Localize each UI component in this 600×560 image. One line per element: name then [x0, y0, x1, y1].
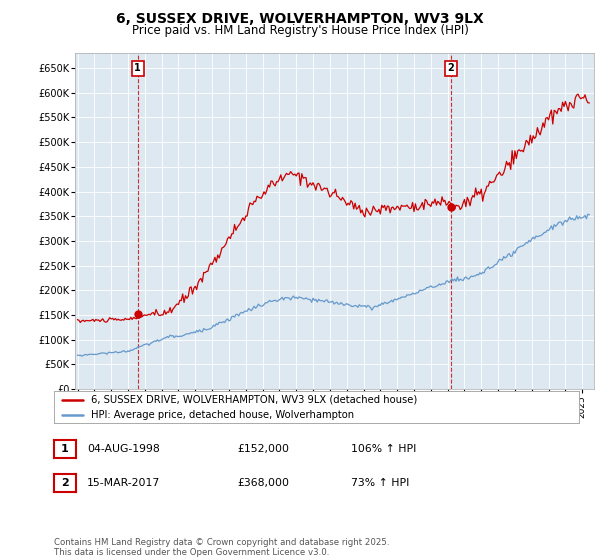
Text: 1: 1 [134, 63, 141, 73]
Text: 2: 2 [448, 63, 454, 73]
Text: Price paid vs. HM Land Registry's House Price Index (HPI): Price paid vs. HM Land Registry's House … [131, 24, 469, 36]
Text: 106% ↑ HPI: 106% ↑ HPI [351, 444, 416, 454]
Text: 6, SUSSEX DRIVE, WOLVERHAMPTON, WV3 9LX (detached house): 6, SUSSEX DRIVE, WOLVERHAMPTON, WV3 9LX … [91, 395, 417, 405]
Text: £368,000: £368,000 [237, 478, 289, 488]
Text: Contains HM Land Registry data © Crown copyright and database right 2025.
This d: Contains HM Land Registry data © Crown c… [54, 538, 389, 557]
Text: 2: 2 [61, 478, 68, 488]
Text: HPI: Average price, detached house, Wolverhampton: HPI: Average price, detached house, Wolv… [91, 410, 354, 420]
Text: 04-AUG-1998: 04-AUG-1998 [87, 444, 160, 454]
Text: 15-MAR-2017: 15-MAR-2017 [87, 478, 160, 488]
Text: 6, SUSSEX DRIVE, WOLVERHAMPTON, WV3 9LX: 6, SUSSEX DRIVE, WOLVERHAMPTON, WV3 9LX [116, 12, 484, 26]
Text: £152,000: £152,000 [237, 444, 289, 454]
Text: 73% ↑ HPI: 73% ↑ HPI [351, 478, 409, 488]
Text: 1: 1 [61, 444, 68, 454]
